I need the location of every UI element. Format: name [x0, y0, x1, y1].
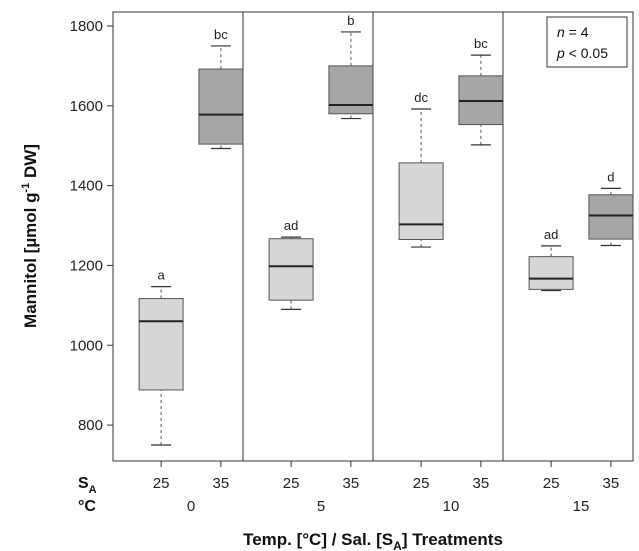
salinity-tick-label: 35 — [343, 475, 360, 492]
y-tick-label: 1800 — [70, 18, 103, 35]
x-axis: 25 35 0 25 35 5 25 35 10 25 35 15 — [153, 461, 619, 515]
significance-letter: dc — [414, 90, 428, 105]
legend-p: p < 0.05 — [556, 45, 608, 61]
box-5-35: b — [328, 13, 374, 120]
salinity-row-label: SA — [78, 475, 97, 496]
salinity-tick-label: 35 — [213, 475, 230, 492]
salinity-tick-label: 25 — [153, 475, 170, 492]
y-tick-label: 1200 — [70, 257, 103, 274]
temperature-label: 15 — [573, 498, 590, 515]
temperature-label: 0 — [187, 498, 195, 515]
box-0-25: a — [138, 268, 184, 446]
iqr-box — [398, 162, 444, 240]
stats-legend: n = 4 p < 0.05 — [546, 16, 628, 68]
salinity-tick-label: 25 — [283, 475, 300, 492]
salinity-tick-label: 35 — [473, 475, 490, 492]
iqr-box — [528, 256, 574, 290]
box-5-25: ad — [268, 218, 314, 310]
x-axis-title: Temp. [°C] / Sal. [SA] Treatments — [243, 530, 503, 551]
significance-letter: ad — [284, 218, 298, 233]
iqr-box — [138, 298, 184, 391]
y-axis: 800 1000 1200 1400 1600 1800 — [70, 18, 113, 434]
iqr-box — [328, 65, 374, 115]
y-tick-label: 800 — [78, 417, 103, 434]
iqr-box — [588, 194, 634, 240]
box-15-35: d — [588, 169, 634, 247]
salinity-tick-label: 25 — [413, 475, 430, 492]
y-axis-title: Mannitol [µmol g-1 DW] — [20, 144, 40, 328]
legend-box — [546, 16, 628, 68]
significance-letter: d — [607, 169, 614, 184]
boxes: a bc ad b dc bc ad d — [138, 13, 634, 446]
box-15-25: ad — [528, 227, 574, 292]
temperature-label: 5 — [317, 498, 325, 515]
legend-n: n = 4 — [557, 24, 589, 40]
salinity-tick-label: 35 — [603, 475, 620, 492]
box-10-35: bc — [458, 36, 504, 146]
iqr-box — [268, 238, 314, 301]
temperature-label: 10 — [443, 498, 460, 515]
significance-letter: a — [157, 268, 165, 283]
significance-letter: b — [347, 13, 354, 28]
y-tick-label: 1400 — [70, 178, 103, 195]
y-tick-label: 1000 — [70, 337, 103, 354]
significance-letter: bc — [474, 36, 488, 51]
box-0-35: bc — [198, 27, 244, 150]
y-tick-label: 1600 — [70, 98, 103, 115]
significance-letter: ad — [544, 227, 558, 242]
significance-letter: bc — [214, 27, 228, 42]
temperature-row-label: °C — [78, 498, 96, 515]
box-10-25: dc — [398, 90, 444, 248]
iqr-box — [198, 68, 244, 145]
salinity-tick-label: 25 — [543, 475, 560, 492]
